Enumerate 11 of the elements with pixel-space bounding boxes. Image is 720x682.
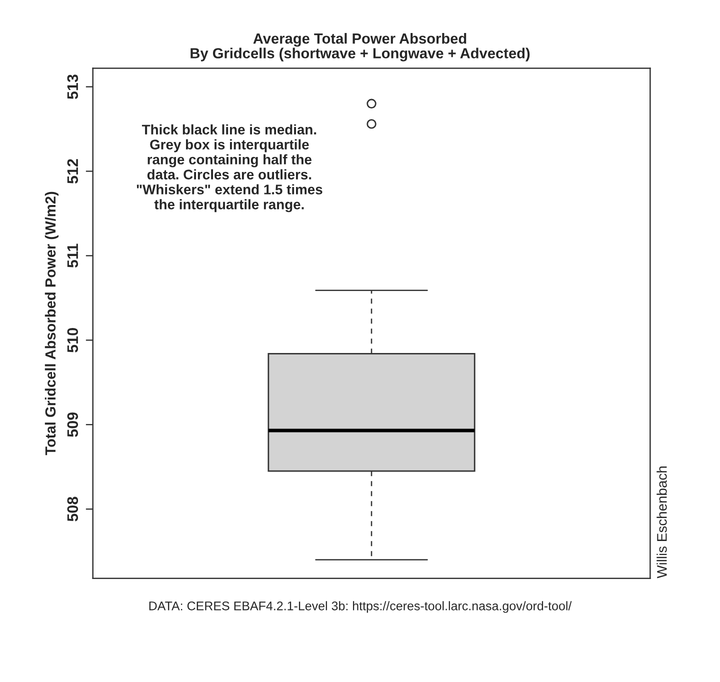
y-tick-label: 508 [67,496,78,522]
chart-title: Average Total Power Absorbed By Gridcells (shortwave + Longwave + Advected) [190,33,530,62]
y-tick-label: 512 [67,159,78,184]
annotation: Thick black line is median. Grey box is interquartile range containing half the data. Circles are outliers. "Whiskers" extend 1.5 times the interquartile range. [136,124,322,212]
text: DATA: CERES EBAF4.2.1-Level 3b: https://ceres-tool.larc.nasa.gov/ord-tool/ [149,601,572,613]
y-axis-title: Total Gridcell Absorbed Power (W/m2) [44,192,58,456]
text: Willis Eschenbach [656,466,667,578]
y-tick-label: 509 [67,412,78,437]
y-tick-label: 511 [67,244,78,268]
y-tick-label: 513 [67,74,78,100]
y-tick-label: 510 [67,328,78,352]
